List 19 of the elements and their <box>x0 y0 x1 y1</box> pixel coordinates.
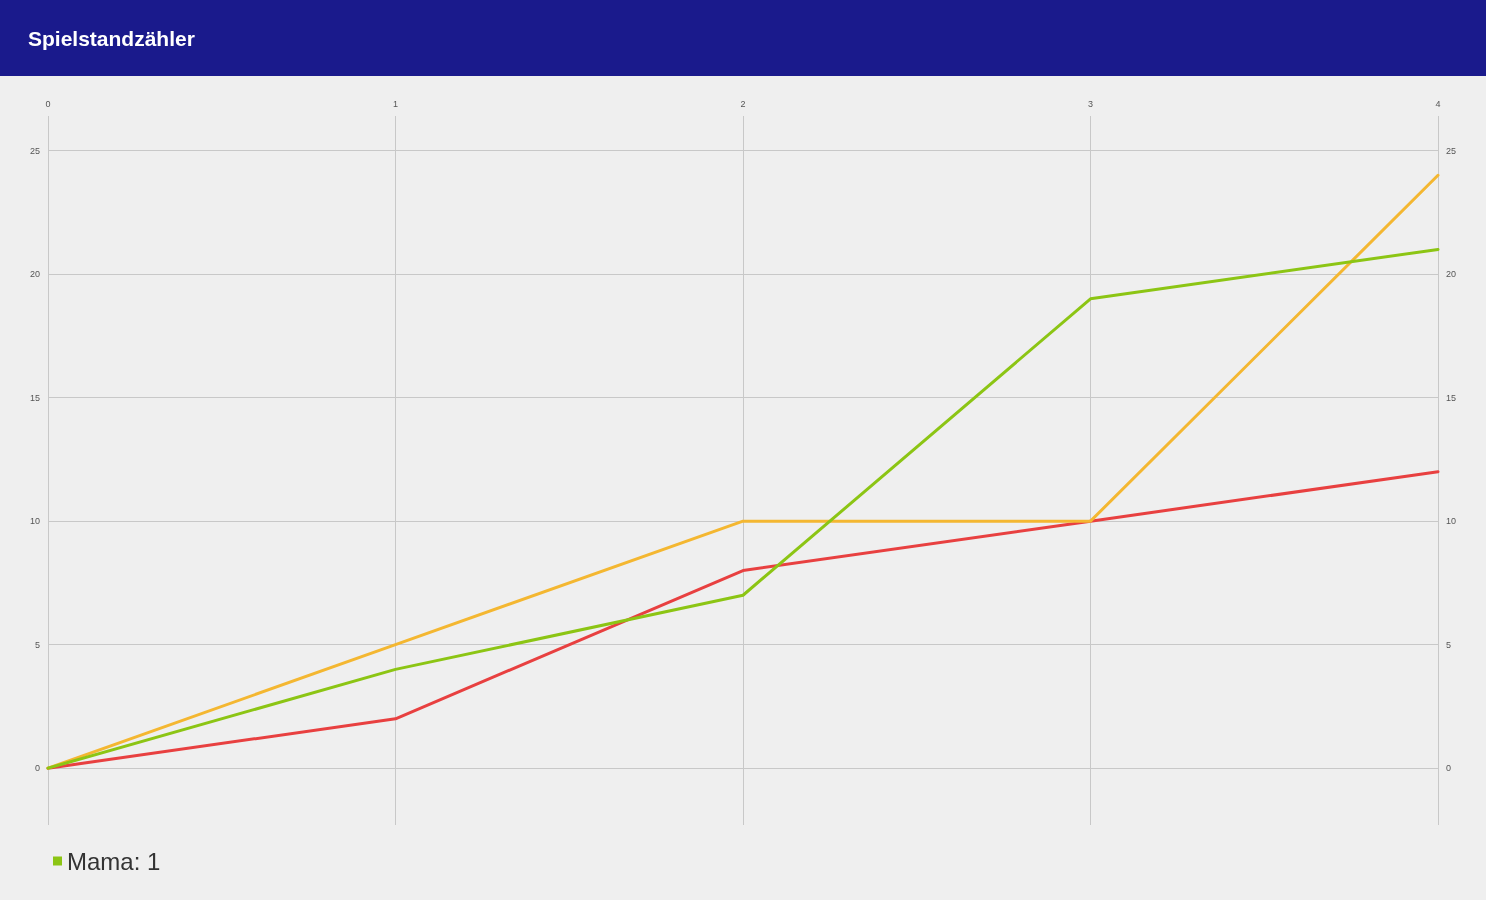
y-tick-label: 5 <box>34 639 40 650</box>
legend-label: Mama: 1 <box>67 847 161 875</box>
y-tick-label: 15 <box>29 392 40 403</box>
y-tick-label: 10 <box>29 516 40 527</box>
y-tick-label: 0 <box>34 763 40 774</box>
y2-tick-label: 0 <box>1446 763 1452 774</box>
y2-tick-label: 25 <box>1446 145 1457 156</box>
x-tick-label: 3 <box>1087 98 1094 109</box>
y2-tick-label: 5 <box>1446 639 1452 650</box>
x-tick-label: 4 <box>1435 98 1441 109</box>
y-tick-label: 20 <box>29 269 40 280</box>
y-tick-label: 25 <box>29 145 40 156</box>
y2-tick-label: 10 <box>1446 516 1457 527</box>
y2-tick-label: 20 <box>1446 269 1457 280</box>
chart-title: Spielstandzähler <box>0 0 1486 76</box>
x-tick-label: 0 <box>45 98 51 109</box>
y2-tick-label: 15 <box>1446 392 1457 403</box>
x-tick-label: 1 <box>392 98 399 109</box>
x-tick-label: 2 <box>740 98 746 109</box>
